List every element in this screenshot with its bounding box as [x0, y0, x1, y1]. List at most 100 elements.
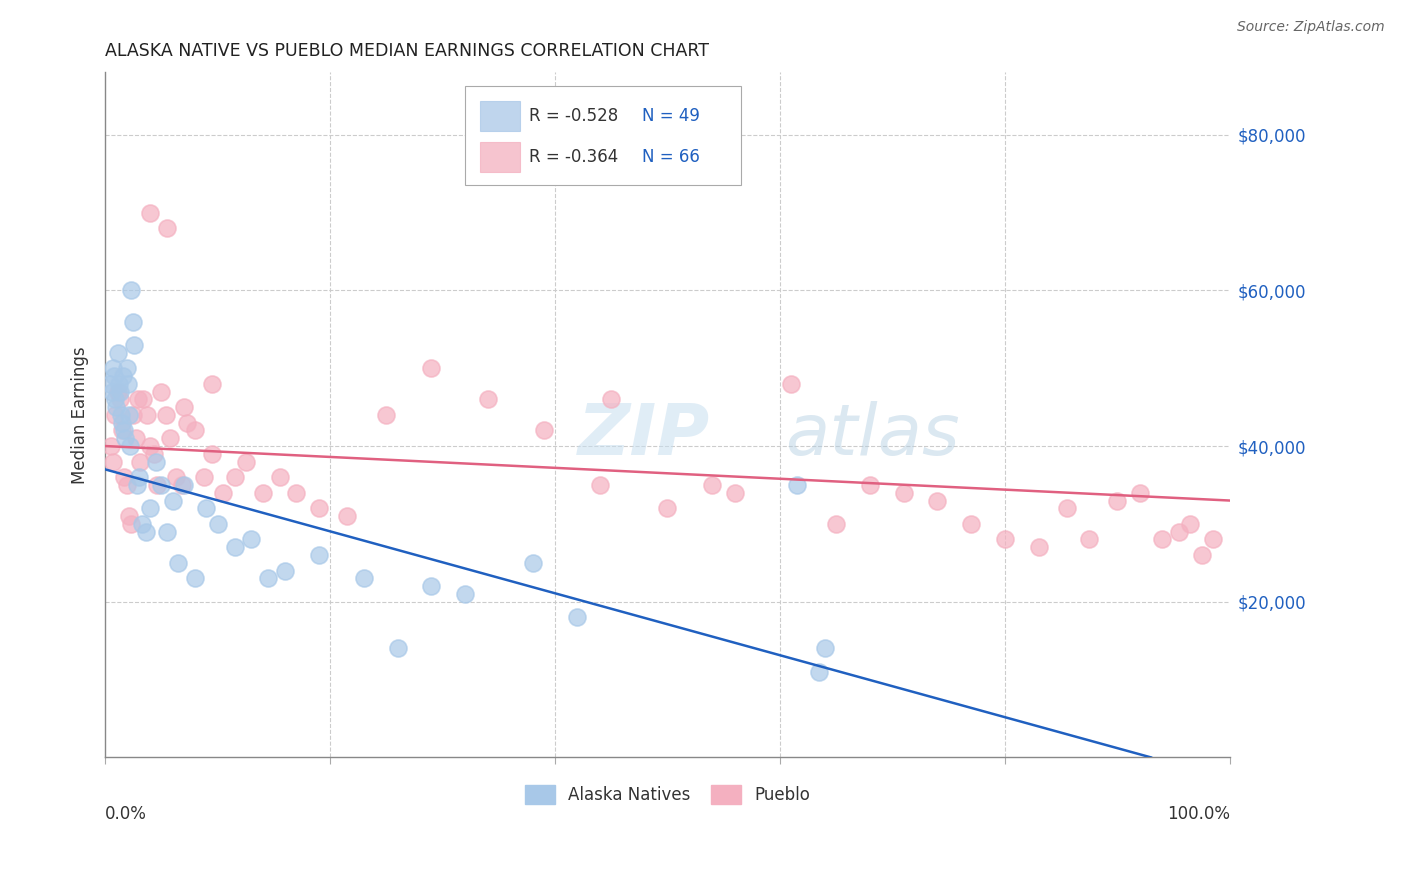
Point — [176, 416, 198, 430]
Point — [600, 392, 623, 407]
Text: R = -0.528: R = -0.528 — [529, 106, 619, 125]
Point — [1180, 516, 1202, 531]
Point — [162, 493, 184, 508]
Point — [567, 610, 589, 624]
Point — [893, 485, 915, 500]
Point — [155, 408, 177, 422]
Text: 100.0%: 100.0% — [1167, 805, 1230, 823]
Point — [124, 338, 146, 352]
Point — [336, 509, 359, 524]
Point — [212, 485, 235, 500]
Point — [240, 533, 263, 547]
Point — [101, 455, 124, 469]
Point — [184, 571, 207, 585]
Point — [1129, 485, 1152, 500]
Point — [235, 455, 257, 469]
Point — [1191, 548, 1213, 562]
Point — [110, 408, 132, 422]
Point — [533, 424, 555, 438]
Point — [285, 485, 308, 500]
Point — [1028, 540, 1050, 554]
Point — [477, 392, 499, 407]
Point — [724, 485, 747, 500]
FancyBboxPatch shape — [465, 87, 741, 186]
Point — [112, 424, 135, 438]
Point — [420, 579, 443, 593]
Text: N = 49: N = 49 — [641, 106, 699, 125]
Point — [150, 384, 173, 399]
Point — [101, 384, 124, 399]
Legend: Alaska Natives, Pueblo: Alaska Natives, Pueblo — [519, 778, 817, 811]
Point — [122, 314, 145, 328]
Point — [156, 221, 179, 235]
Point — [145, 455, 167, 469]
Point — [1202, 533, 1225, 547]
Point — [114, 431, 136, 445]
Point — [420, 361, 443, 376]
Point — [118, 408, 141, 422]
Point — [994, 533, 1017, 547]
Point — [150, 478, 173, 492]
Point — [1078, 533, 1101, 547]
Point — [132, 392, 155, 407]
Point — [308, 501, 330, 516]
Point — [173, 400, 195, 414]
Point — [111, 416, 134, 430]
Point — [308, 548, 330, 562]
Point — [808, 665, 831, 679]
Point — [702, 478, 724, 492]
Point — [1056, 501, 1078, 516]
Point — [122, 408, 145, 422]
Point — [120, 284, 142, 298]
Point — [129, 455, 152, 469]
Point — [159, 431, 181, 445]
Point — [589, 478, 612, 492]
Point — [135, 408, 157, 422]
Point — [112, 369, 135, 384]
Point — [107, 384, 129, 399]
Point — [117, 376, 139, 391]
Point — [156, 524, 179, 539]
Point — [125, 478, 148, 492]
Point — [108, 384, 131, 399]
Point — [252, 485, 274, 500]
FancyBboxPatch shape — [479, 101, 520, 130]
Point — [98, 376, 121, 391]
Point — [131, 516, 153, 531]
Point — [825, 516, 848, 531]
Point — [224, 470, 246, 484]
Point — [146, 478, 169, 492]
Point — [139, 501, 162, 516]
Point — [170, 478, 193, 492]
Text: atlas: atlas — [786, 401, 960, 470]
Text: N = 66: N = 66 — [641, 148, 699, 166]
Point — [118, 509, 141, 524]
Point — [115, 478, 138, 492]
Text: ZIP: ZIP — [578, 401, 710, 470]
Text: 0.0%: 0.0% — [105, 805, 148, 823]
Point — [165, 470, 187, 484]
Point — [224, 540, 246, 554]
Point — [107, 376, 129, 391]
Point — [100, 439, 122, 453]
Point — [112, 470, 135, 484]
Point — [269, 470, 291, 484]
FancyBboxPatch shape — [479, 142, 520, 172]
Point — [142, 447, 165, 461]
Point — [111, 424, 134, 438]
Point — [124, 431, 146, 445]
Text: Source: ZipAtlas.com: Source: ZipAtlas.com — [1237, 20, 1385, 34]
Point — [120, 516, 142, 531]
Point — [387, 641, 409, 656]
Point — [657, 501, 679, 516]
Point — [274, 564, 297, 578]
Point — [127, 392, 149, 407]
Point — [375, 408, 398, 422]
Point — [257, 571, 280, 585]
Point — [104, 408, 127, 422]
Point — [195, 501, 218, 516]
Point — [193, 470, 215, 484]
Point — [927, 493, 949, 508]
Point — [103, 369, 125, 384]
Point — [859, 478, 882, 492]
